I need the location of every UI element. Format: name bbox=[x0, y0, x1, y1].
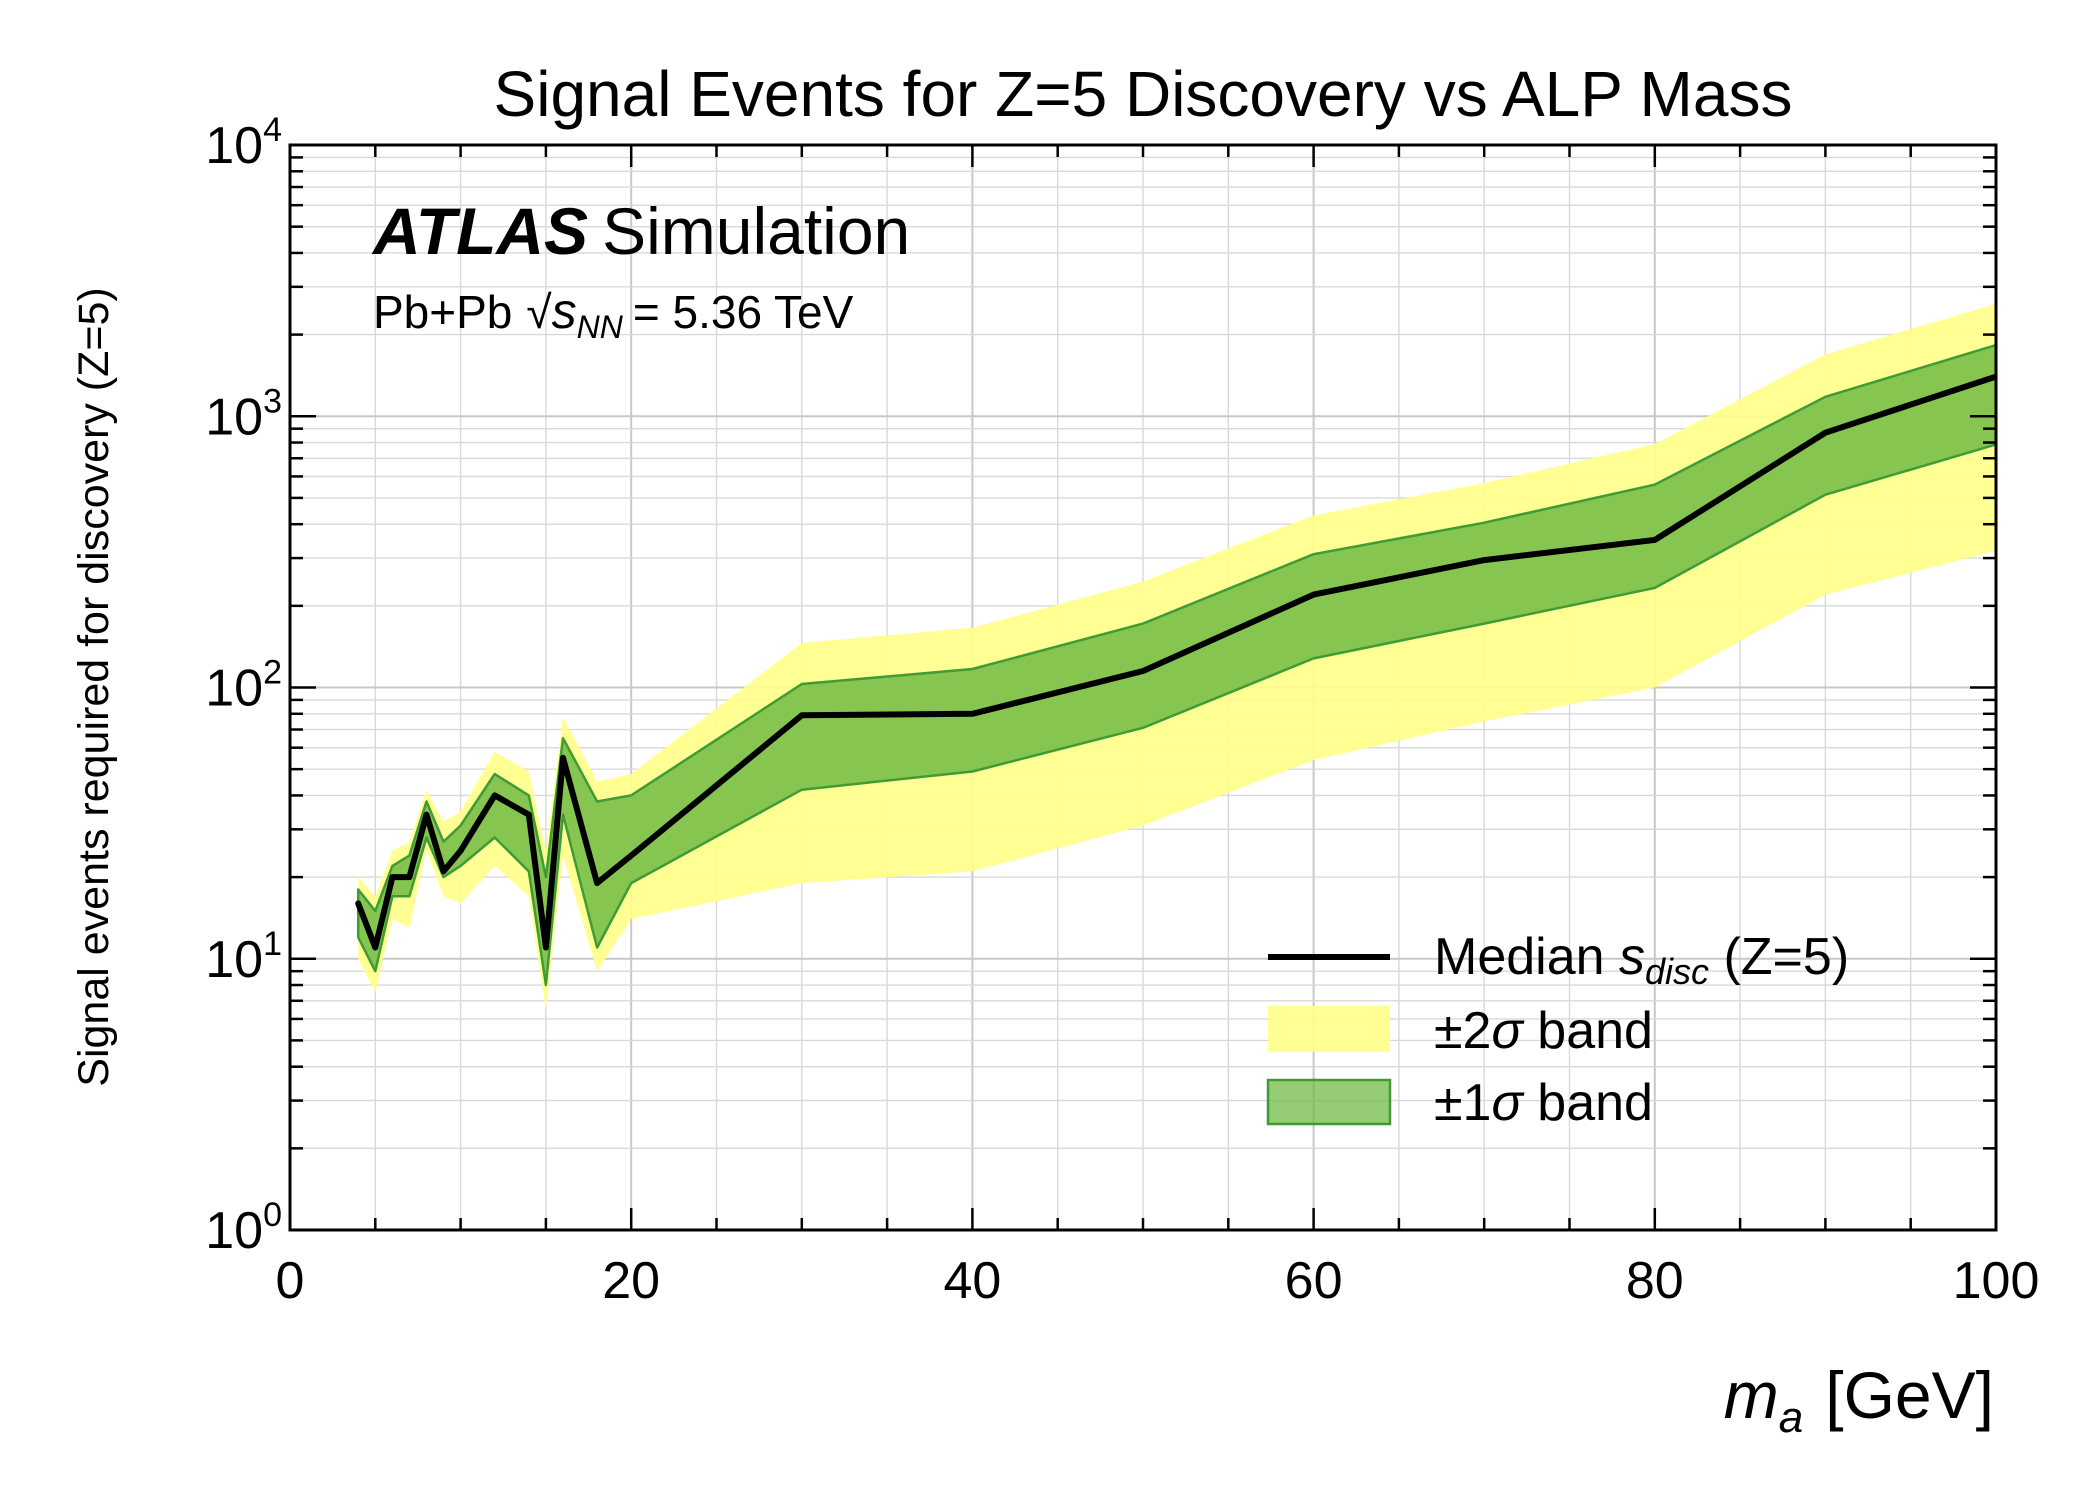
x-tick-label: 20 bbox=[602, 1252, 660, 1310]
median-point bbox=[1311, 592, 1317, 598]
median-point bbox=[372, 945, 378, 951]
x-tick-label: 60 bbox=[1285, 1252, 1343, 1310]
y-tick-labels: 100 101 102 103 104 bbox=[205, 111, 282, 1260]
median-line bbox=[355, 373, 1996, 951]
median-point bbox=[799, 712, 805, 718]
median-point bbox=[526, 812, 532, 818]
y-tick-label: 101 bbox=[205, 925, 282, 989]
collision-system-label: Pb+Pb √sNN = 5.36 TeV bbox=[373, 283, 854, 345]
axis-ticks bbox=[288, 143, 1998, 1232]
y-axis-label: Signal events required for discovery (Z=… bbox=[70, 287, 118, 1086]
y-tick-label: 103 bbox=[205, 382, 282, 446]
x-tick-label: 40 bbox=[943, 1252, 1001, 1310]
median-point bbox=[969, 711, 975, 717]
y-tick-label: 102 bbox=[205, 654, 282, 718]
median-point bbox=[492, 792, 498, 798]
median-point bbox=[389, 874, 395, 880]
y-tick-label: 104 bbox=[205, 111, 282, 175]
median-point bbox=[1481, 557, 1487, 563]
median-point bbox=[1822, 430, 1828, 436]
x-tick-labels: 0 20 40 60 80 100 bbox=[276, 1252, 2040, 1310]
median-point bbox=[594, 880, 600, 886]
median-point bbox=[355, 900, 361, 906]
median-point bbox=[543, 945, 549, 951]
legend-two-sigma-label: ±2σ band bbox=[1434, 1002, 1653, 1060]
one-sigma-band bbox=[356, 343, 1996, 987]
median-point bbox=[628, 853, 634, 859]
legend-two-sigma-swatch bbox=[1268, 1006, 1390, 1052]
median-point bbox=[423, 812, 429, 818]
legend-one-sigma-label: ±1σ band bbox=[1434, 1074, 1653, 1132]
median-point bbox=[441, 868, 447, 874]
chart-title: Signal Events for Z=5 Discovery vs ALP M… bbox=[494, 58, 1793, 130]
median-point bbox=[406, 874, 412, 880]
median-point bbox=[1140, 668, 1146, 674]
legend-one-sigma-swatch bbox=[1266, 1078, 1392, 1126]
x-tick-label: 100 bbox=[1953, 1252, 2040, 1310]
median-point bbox=[458, 848, 464, 854]
median-point bbox=[1652, 537, 1658, 543]
legend: Median sdisc (Z=5) ±2σ band ±1σ band bbox=[1266, 928, 1849, 1132]
x-axis-label: ma [GeV] bbox=[1724, 1358, 1994, 1442]
y-tick-label: 100 bbox=[205, 1196, 282, 1260]
atlas-label: ATLAS Simulation bbox=[371, 194, 910, 268]
median-point bbox=[560, 755, 566, 761]
x-tick-label: 80 bbox=[1626, 1252, 1684, 1310]
x-tick-label: 0 bbox=[276, 1252, 305, 1310]
legend-median-label: Median sdisc (Z=5) bbox=[1434, 928, 1849, 992]
